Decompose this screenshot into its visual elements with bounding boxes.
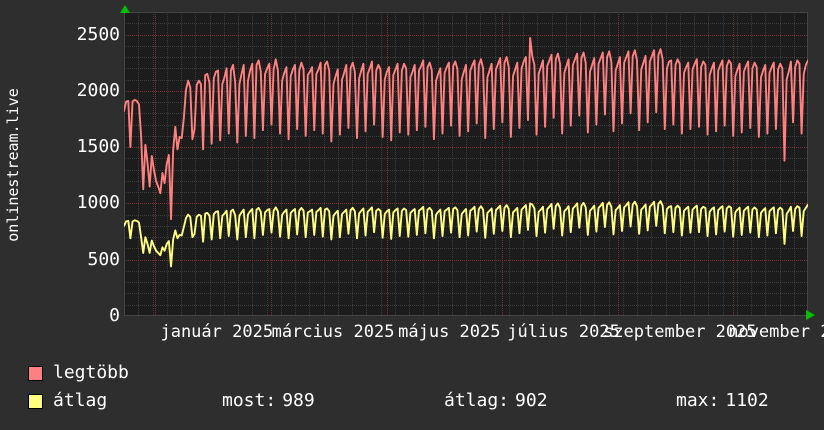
stat-most-key: most: (222, 390, 277, 411)
stat-most-value: 989 (282, 390, 315, 411)
y-tick-label: 0 (109, 305, 120, 326)
right-arrow-icon (806, 310, 815, 320)
legend-label-atlag: átlag (53, 390, 108, 411)
up-arrow-icon (120, 5, 130, 13)
legend-label-legtobb: legtöbb (53, 362, 129, 383)
x-tick-label: május 2025 (398, 322, 501, 342)
stat-max-value: 1102 (725, 390, 769, 411)
x-tick-label: március 2025 (271, 322, 395, 342)
y-tick-label: 2500 (76, 23, 120, 45)
y-tick-label: 1000 (76, 192, 120, 214)
legend-swatch-atlag (28, 393, 43, 409)
plot-canvas (124, 12, 808, 316)
stat-most: most: 989 (222, 388, 315, 414)
y-tick-label: 1500 (76, 136, 120, 158)
stat-max: max: 1102 (676, 388, 769, 414)
x-tick-label: november 2025 (728, 322, 824, 342)
x-tick-label: szeptember 2025 (603, 322, 757, 342)
x-tick-label: július 2025 (507, 322, 620, 342)
stat-atlag-value: 902 (515, 390, 548, 411)
stat-atlag-key: átlag: (444, 390, 510, 411)
legend-item-atlag[interactable]: átlag (28, 388, 107, 414)
y-axis-tick-labels: 0 500 1000 1500 2000 2500 (38, 0, 120, 330)
x-tick-label: január 2025 (160, 322, 274, 342)
y-axis-title: onlinestream.live (4, 88, 22, 242)
stat-max-key: max: (676, 390, 720, 411)
stat-atlag: átlag: 902 (444, 388, 548, 414)
legend: legtöbb átlag most: 989 átlag: 902 max: … (0, 358, 824, 430)
y-tick-label: 2000 (76, 79, 120, 101)
x-axis-tick-labels: január 2025 március 2025 május 2025 július … (0, 320, 824, 346)
legend-item-legtobb[interactable]: legtöbb (28, 360, 129, 386)
y-tick-label: 500 (87, 248, 120, 270)
plot-area (124, 12, 808, 316)
legend-swatch-legtobb (28, 365, 43, 381)
